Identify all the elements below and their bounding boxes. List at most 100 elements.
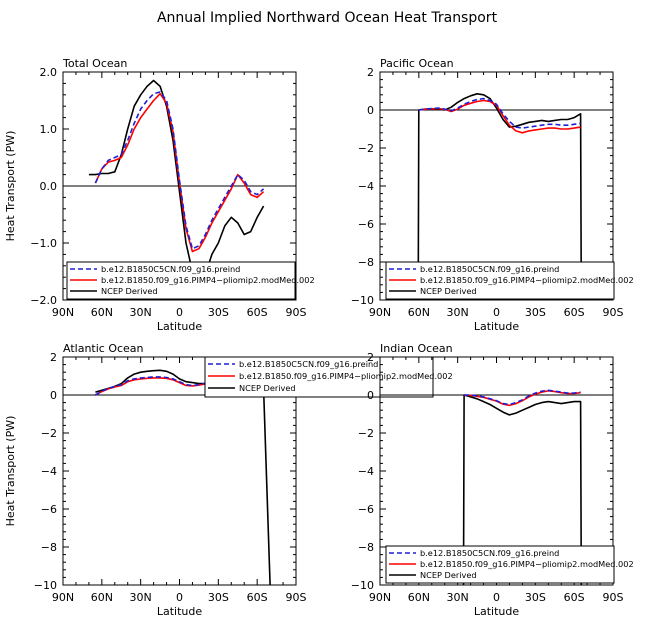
- legend: b.e12.B1850C5CN.f09_g16.preindb.e12.B185…: [66, 261, 315, 300]
- series-line-1: [418, 97, 581, 129]
- y-tick-label: −4: [358, 180, 374, 193]
- legend-label-2: b.e12.B1850.f09_g16.PIMP4−pliomip2.modMe…: [239, 371, 453, 381]
- y-tick-label: 2: [367, 66, 374, 79]
- x-tick-label: 60S: [564, 591, 585, 604]
- x-axis-label: Latitude: [157, 320, 203, 333]
- panel-title: Indian Ocean: [380, 342, 453, 355]
- x-tick-label: 30S: [525, 591, 546, 604]
- legend: b.e12.B1850C5CN.f09_g16.preindb.e12.B185…: [385, 545, 634, 584]
- y-tick-label: −4: [358, 465, 374, 478]
- y-tick-label: 0: [367, 389, 374, 402]
- legend: b.e12.B1850C5CN.f09_g16.preind b.e12.B185…: [204, 356, 453, 398]
- series-line-2: [94, 92, 265, 253]
- y-tick-label: 1.0: [40, 123, 58, 136]
- x-tick-label: 0: [176, 591, 183, 604]
- x-tick-label: 60N: [91, 591, 113, 604]
- y-tick-label: −10: [351, 294, 374, 307]
- x-tick-label: 30S: [208, 306, 229, 319]
- x-tick-label: 60N: [91, 306, 113, 319]
- series-group: [462, 389, 583, 585]
- panel-3: Atlantic Ocean 90N 60N 30N 0 30S 60S 90S 2 0 −2 −4 −…: [4, 342, 453, 618]
- legend-label-1: b.e12.B1850C5CN.f09_g16.preind: [101, 264, 240, 274]
- y-tick-label: 2: [50, 351, 57, 364]
- x-tick-label: 90N: [52, 306, 74, 319]
- legend-label-1: b.e12.B1850C5CN.f09_g16.preind: [420, 548, 559, 558]
- y-tick-label: 2.0: [40, 66, 58, 79]
- legend-box: [385, 545, 615, 584]
- series-group: [88, 79, 265, 284]
- legend-label-2: b.e12.B1850.f09_g16.PIMP4−pliomip2.modMe…: [101, 275, 315, 285]
- series-line-3: [462, 394, 583, 585]
- x-axis-label: Latitude: [474, 320, 520, 333]
- y-tick-label: 0: [367, 104, 374, 117]
- legend-label-3: NCEP Derived: [101, 286, 158, 296]
- series-line-3: [95, 369, 271, 585]
- y-tick-label: −8: [41, 541, 57, 554]
- x-tick-label: 30N: [447, 591, 469, 604]
- series-group: [94, 369, 271, 585]
- y-tick-label: −1.0: [30, 237, 57, 250]
- panels: Total Ocean 90N 60N 30N 0 30S 60S 90S 2.0 1.0 0.0 −…: [4, 57, 634, 618]
- series-line-3: [88, 79, 265, 284]
- y-tick-label: 0.0: [40, 180, 58, 193]
- x-tick-label: 60N: [408, 306, 430, 319]
- y-tick-label: 2: [367, 351, 374, 364]
- x-tick-label: 90S: [603, 591, 624, 604]
- legend-box: [66, 261, 296, 300]
- legend-box: [204, 356, 434, 398]
- panel-1: Total Ocean 90N 60N 30N 0 30S 60S 90S 2.0 1.0 0.0 −…: [4, 57, 315, 333]
- series-group: [417, 93, 583, 300]
- x-tick-label: 30S: [208, 591, 229, 604]
- y-tick-label: 0: [50, 389, 57, 402]
- panel-title: Total Ocean: [62, 57, 127, 70]
- x-axis-label: Latitude: [474, 605, 520, 618]
- series-line-2: [418, 99, 581, 134]
- x-tick-label: 0: [493, 306, 500, 319]
- series-line-1: [464, 389, 581, 406]
- legend-label-3: NCEP Derived: [420, 570, 477, 580]
- x-tick-label: 90N: [369, 306, 391, 319]
- legend-label-1: b.e12.B1850C5CN.f09_g16.preind: [239, 359, 378, 369]
- y-tick-label: −2.0: [30, 294, 57, 307]
- x-tick-label: 90S: [603, 306, 624, 319]
- y-tick-label: −2: [41, 427, 57, 440]
- panel-2: Pacific Ocean 90N 60N 30N 0 30S 60S 90S 2 0 −2 −4 −6…: [351, 57, 634, 333]
- x-tick-label: 0: [493, 591, 500, 604]
- x-axis-label: Latitude: [157, 605, 203, 618]
- series-line-1: [94, 91, 265, 250]
- panel-title: Pacific Ocean: [380, 57, 454, 70]
- legend-label-1: b.e12.B1850C5CN.f09_g16.preind: [420, 264, 559, 274]
- panel-4: Indian Ocean 90N 60N 30N 0 30S 60S 90S 2 0 −2 −4 −6 −…: [351, 342, 634, 618]
- x-tick-label: 60S: [247, 306, 268, 319]
- x-tick-label: 0: [176, 306, 183, 319]
- x-tick-label: 30N: [447, 306, 469, 319]
- legend-box: [385, 261, 615, 300]
- figure-title: Annual Implied Northward Ocean Heat Tran…: [157, 10, 498, 26]
- x-tick-label: 90S: [286, 591, 307, 604]
- x-tick-label: 60S: [564, 306, 585, 319]
- y-axis-label: Heat Transport (PW): [4, 131, 17, 242]
- y-tick-label: −8: [358, 541, 374, 554]
- series-line-1: [94, 376, 251, 396]
- legend-label-2: b.e12.B1850.f09_g16.PIMP4−pliomip2.modMe…: [420, 275, 634, 285]
- y-tick-label: −8: [358, 256, 374, 269]
- x-tick-label: 60S: [247, 591, 268, 604]
- x-tick-label: 90S: [286, 306, 307, 319]
- y-tick-label: −2: [358, 142, 374, 155]
- x-tick-label: 30N: [130, 591, 152, 604]
- y-tick-label: −10: [351, 579, 374, 592]
- y-tick-label: −2: [358, 427, 374, 440]
- y-tick-label: −4: [41, 465, 57, 478]
- y-tick-label: −6: [41, 503, 57, 516]
- legend: b.e12.B1850C5CN.f09_g16.preindb.e12.B185…: [385, 261, 634, 300]
- y-tick-label: −10: [34, 579, 57, 592]
- legend-label-2: b.e12.B1850.f09_g16.PIMP4−pliomip2.modMe…: [420, 559, 634, 569]
- legend-label-3: NCEP Derived: [239, 383, 296, 393]
- x-tick-label: 30N: [130, 306, 152, 319]
- y-axis-label: Heat Transport (PW): [4, 416, 17, 527]
- legend-label-3: NCEP Derived: [420, 286, 477, 296]
- x-tick-label: 90N: [369, 591, 391, 604]
- y-tick-label: −6: [358, 503, 374, 516]
- x-tick-label: 30S: [525, 306, 546, 319]
